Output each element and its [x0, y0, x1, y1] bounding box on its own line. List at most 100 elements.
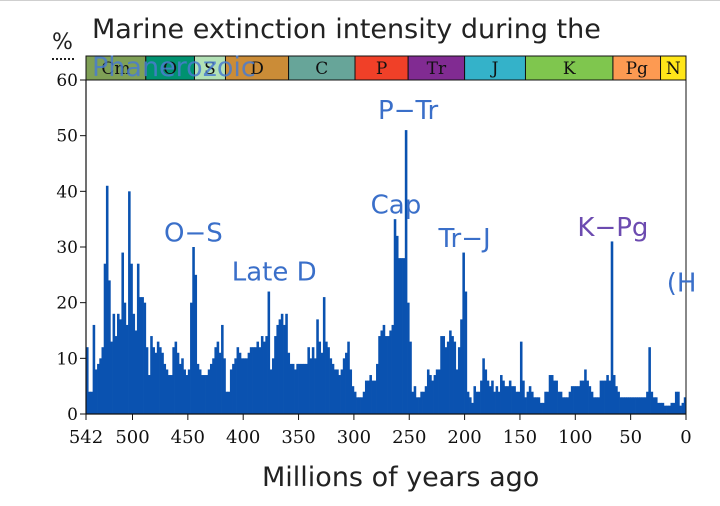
data-bar	[588, 386, 592, 414]
data-bar	[110, 341, 113, 414]
data-bar	[462, 252, 465, 414]
data-bar	[105, 185, 109, 414]
data-bar	[256, 341, 260, 414]
data-bar	[209, 363, 213, 414]
data-bar	[612, 375, 616, 414]
data-bar	[404, 130, 408, 414]
data-bar	[677, 391, 680, 414]
annotation-label: Late D	[232, 257, 317, 287]
data-bar	[497, 391, 501, 414]
x-tick-label: 450	[171, 427, 205, 448]
data-bar	[331, 363, 335, 414]
data-bar	[528, 386, 532, 414]
annotation-label: Cap	[371, 191, 422, 221]
data-bar	[174, 341, 178, 414]
period-label-d: D	[250, 59, 264, 79]
data-bar	[573, 386, 576, 414]
data-bar	[544, 391, 547, 414]
data-bar	[338, 375, 341, 414]
data-bar	[484, 369, 488, 414]
data-bar	[349, 369, 353, 414]
data-bar	[296, 363, 299, 414]
data-bar	[373, 380, 377, 414]
data-bar	[535, 397, 539, 414]
data-bar	[400, 258, 403, 414]
data-bar	[167, 375, 171, 414]
data-bar	[265, 336, 268, 414]
data-bar	[595, 397, 598, 414]
data-bar	[557, 391, 561, 414]
data-bar	[577, 386, 581, 414]
data-bar	[566, 397, 570, 414]
data-bar	[291, 363, 295, 414]
data-bar	[471, 402, 474, 414]
data-bar	[519, 341, 523, 414]
data-bar	[559, 391, 563, 414]
data-bar	[411, 391, 415, 414]
data-bar	[125, 324, 129, 414]
data-bar	[119, 319, 122, 414]
data-bar	[666, 405, 669, 414]
data-bar	[413, 386, 417, 414]
y-tick-label: 30	[56, 238, 78, 258]
data-bar	[263, 341, 266, 414]
data-bar	[225, 391, 229, 414]
data-bar	[442, 336, 446, 414]
data-bar	[451, 336, 454, 414]
data-bar	[670, 402, 674, 414]
data-bar	[165, 369, 169, 414]
data-bar	[486, 380, 490, 414]
data-bar	[283, 324, 286, 414]
data-bar	[504, 386, 508, 414]
data-bar	[192, 247, 195, 414]
data-bar	[238, 352, 242, 414]
data-bar	[431, 380, 434, 414]
data-bar	[307, 347, 310, 414]
data-bar	[615, 386, 618, 414]
data-bar	[646, 391, 649, 414]
data-bar	[581, 380, 585, 414]
period-label-c: C	[315, 59, 328, 79]
data-bar	[141, 297, 144, 414]
y-tick-label: 50	[56, 127, 78, 147]
data-bar	[128, 191, 131, 414]
data-bar	[147, 375, 151, 414]
data-bar	[440, 336, 443, 414]
data-bar	[542, 402, 545, 414]
data-bar	[650, 391, 654, 414]
data-bar	[524, 397, 527, 414]
period-c	[288, 55, 356, 81]
data-bar	[639, 397, 643, 414]
period-o	[145, 55, 195, 81]
data-bar	[402, 258, 406, 414]
y-tick-label: 0	[67, 405, 78, 425]
period-p	[354, 55, 409, 81]
data-bar	[178, 363, 182, 414]
data-bar	[271, 358, 275, 414]
data-bar	[420, 391, 423, 414]
data-bar	[302, 363, 306, 414]
data-bar	[513, 386, 516, 414]
data-bar	[258, 347, 262, 414]
data-bar	[201, 375, 204, 414]
data-bar	[309, 358, 313, 414]
data-bar	[97, 363, 100, 414]
data-bar	[460, 319, 463, 414]
data-bar	[511, 386, 514, 414]
data-bar	[391, 324, 395, 414]
data-bar	[90, 391, 93, 414]
data-bar	[579, 380, 583, 414]
data-bar	[260, 336, 264, 414]
data-bar	[99, 358, 102, 414]
x-tick-label: 250	[392, 427, 426, 448]
data-bar	[276, 324, 279, 414]
data-bar	[159, 347, 162, 414]
data-bar	[353, 391, 357, 414]
y-axis-unit-dots	[52, 58, 74, 60]
data-bar	[464, 291, 468, 414]
data-bar	[469, 397, 472, 414]
data-bar	[236, 347, 240, 414]
x-tick-label: 300	[337, 427, 371, 448]
data-bar	[143, 302, 147, 414]
